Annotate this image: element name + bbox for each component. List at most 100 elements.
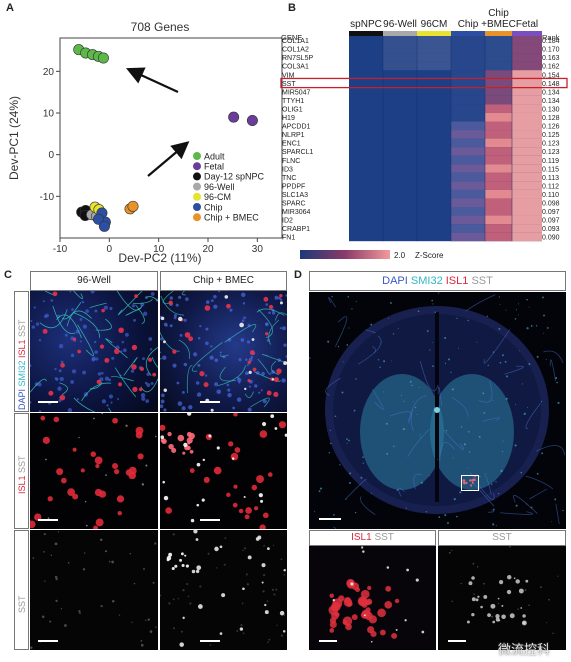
gene-label: PPDPF xyxy=(282,183,305,190)
gene-column-header: GENE xyxy=(281,33,302,42)
legend-swatch xyxy=(193,182,201,191)
highlight-box xyxy=(280,77,568,89)
row1-channel-box: DAPI SMI32 ISL1 SST xyxy=(14,291,29,412)
image-96well-merge xyxy=(30,291,158,412)
panel-d-header: DAPI SMI32 ISL1 SST xyxy=(309,271,566,291)
rank-value: 0.097 xyxy=(542,209,560,216)
y-tick-label: 10 xyxy=(43,109,55,120)
legend-label: 96-Well xyxy=(204,182,234,192)
gene-label: COL3A1 xyxy=(282,64,309,71)
zscore-heatmap: spNPC 96-Well 96CM Chip Chip+BMEC Fetal COL1A… xyxy=(280,8,568,260)
rank-value: 0.123 xyxy=(542,141,560,148)
row3-channel-box: SST xyxy=(14,530,29,650)
row1-channel-labels: DAPI SMI32 ISL1 SST xyxy=(17,319,27,410)
x-tick-label: 30 xyxy=(252,244,264,255)
gene-label: TTYH1 xyxy=(282,98,304,105)
image-chip-bmec-sst xyxy=(160,530,287,650)
gene-label: SPARC xyxy=(282,201,306,208)
gene-label: H19 xyxy=(282,115,295,122)
gene-label: APCDD1 xyxy=(282,124,311,131)
scale-bar xyxy=(200,519,220,521)
data-point xyxy=(97,52,109,64)
image-inset-isl1-sst xyxy=(309,546,436,650)
heatmap-rank-values: 0.1840.1700.1630.1620.1540.1480.1340.134… xyxy=(542,38,560,242)
legend-label: Adult xyxy=(204,151,225,161)
scale-bar xyxy=(38,401,58,403)
group-color-bar xyxy=(349,31,383,36)
x-tick-label: 20 xyxy=(202,244,214,255)
pca-scatter-chart: 708 Genes -10 0 10 20 30 20 10 0 -10 Dev-PC2 (1… xyxy=(7,20,283,265)
legend-swatch xyxy=(193,213,201,222)
rank-value: 0.126 xyxy=(542,124,560,131)
panel-c-label: C xyxy=(4,269,12,281)
rank-value: 0.128 xyxy=(542,115,560,122)
group-color-bar xyxy=(512,31,542,36)
x-axis-label: Dev-PC2 (11%) xyxy=(118,251,201,265)
chart-title: 708 Genes xyxy=(131,20,190,34)
data-point xyxy=(228,111,240,123)
panel-a-label: A xyxy=(6,2,14,14)
gene-label: SPARCL1 xyxy=(282,149,313,156)
scale-bar xyxy=(319,518,341,520)
heatmap-cells xyxy=(349,36,542,242)
legend-label: Chip + BMEC xyxy=(204,213,259,223)
y-tick-label: -10 xyxy=(40,192,55,203)
group-color-bar xyxy=(451,31,485,36)
channel-label: SMI32 xyxy=(410,275,446,287)
y-tick-label: 20 xyxy=(43,67,55,78)
inset-left-header: ISL1 SST xyxy=(309,530,436,546)
rank-value: 0.130 xyxy=(542,106,560,113)
legend-swatch xyxy=(193,152,201,160)
data-point xyxy=(98,220,110,232)
y-axis-label: Dev-PC1 (24%) xyxy=(7,96,21,180)
scale-bar xyxy=(38,519,58,521)
group-label: Chip xyxy=(458,19,479,30)
channel-label: ISL1 xyxy=(17,336,27,358)
legend-label: 96-CM xyxy=(204,192,231,202)
data-point xyxy=(246,115,258,127)
image-spinal-cord-section xyxy=(309,292,566,529)
gene-label: MIR3064 xyxy=(282,209,311,216)
legend-swatch xyxy=(193,192,201,201)
rank-value: 0.112 xyxy=(542,183,559,190)
colorbar xyxy=(300,250,390,259)
gene-label: ID3 xyxy=(282,166,293,173)
rank-value: 0.110 xyxy=(542,192,559,199)
group-label: Chip xyxy=(488,8,509,19)
watermark-text: 微流控科 xyxy=(498,643,551,658)
row2-channel-box: ISL1 SST xyxy=(14,413,29,529)
scale-bar xyxy=(319,640,337,642)
rank-value: 0.154 xyxy=(542,72,560,79)
colorbar-max: 2.0 xyxy=(394,251,406,260)
scale-bar xyxy=(448,640,466,642)
channel-label: SST xyxy=(374,532,394,543)
x-tick-label: -10 xyxy=(53,244,68,255)
gene-label: OLIG1 xyxy=(282,106,303,113)
scale-bar xyxy=(200,401,220,403)
rank-value: 0.115 xyxy=(542,166,559,173)
rank-value: 0.123 xyxy=(542,149,560,156)
rank-value: 0.113 xyxy=(542,175,559,182)
gene-label: CRABP1 xyxy=(282,226,310,233)
group-label: Fetal xyxy=(516,19,538,30)
image-96well-isl1-sst xyxy=(30,413,158,529)
channel-label: SMI32 xyxy=(17,357,27,387)
arrow-to-adult xyxy=(126,67,179,93)
y-tick-label: 0 xyxy=(48,150,54,161)
gene-label: MIR5047 xyxy=(282,89,311,96)
channel-label: ISL1 xyxy=(17,472,27,494)
gene-label: COL1A2 xyxy=(282,47,309,54)
group-label: 96CM xyxy=(421,19,448,30)
gene-label: FN1 xyxy=(282,235,295,242)
group-label: spNPC xyxy=(350,19,382,30)
rank-value: 0.093 xyxy=(542,226,560,233)
col-header-96well: 96-Well xyxy=(30,271,158,291)
channel-label: DAPI xyxy=(17,386,27,410)
group-label: +BMEC xyxy=(481,19,516,30)
group-color-bar xyxy=(485,31,512,36)
inset-region-box xyxy=(461,475,479,491)
image-96well-sst xyxy=(30,530,158,650)
gene-label: NLRP1 xyxy=(282,132,305,139)
gene-label: VIM xyxy=(282,72,295,79)
gene-label: ENC1 xyxy=(282,141,301,148)
